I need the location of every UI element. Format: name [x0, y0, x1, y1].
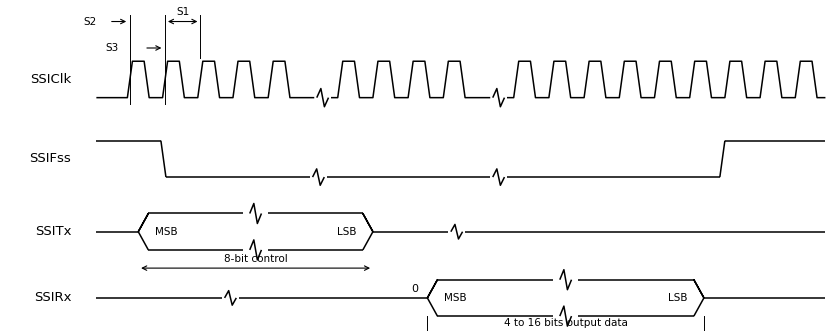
Text: S2: S2 [83, 17, 96, 26]
Text: MSB: MSB [444, 293, 467, 303]
Text: LSB: LSB [668, 293, 687, 303]
Text: S3: S3 [106, 43, 119, 53]
Text: SSIClk: SSIClk [30, 73, 71, 86]
Text: 4 to 16 bits output data: 4 to 16 bits output data [504, 318, 628, 328]
Text: 8-bit control: 8-bit control [224, 254, 287, 264]
Text: LSB: LSB [337, 227, 356, 237]
Text: MSB: MSB [155, 227, 178, 237]
Text: SSIFss: SSIFss [29, 152, 71, 166]
Text: SSITx: SSITx [34, 225, 71, 238]
Text: 0: 0 [411, 284, 418, 294]
Text: SSIRx: SSIRx [34, 291, 71, 305]
Text: S1: S1 [176, 7, 189, 17]
